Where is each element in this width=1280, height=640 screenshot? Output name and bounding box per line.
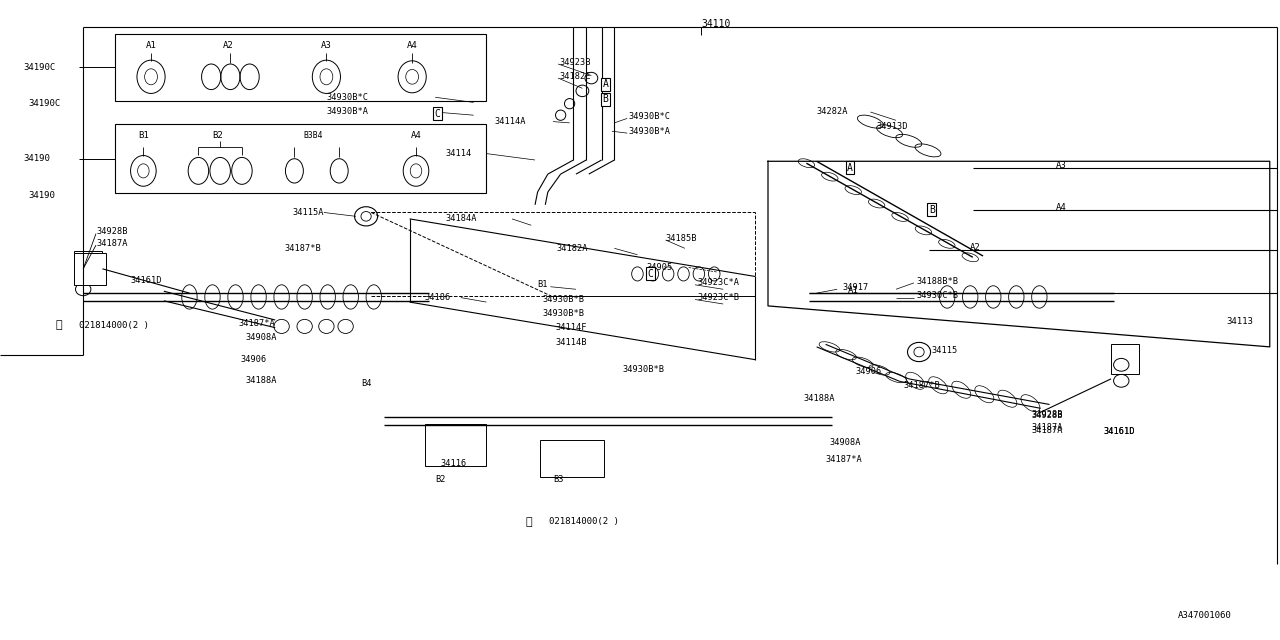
Text: 34930B*A: 34930B*A: [326, 108, 369, 116]
Text: 34114: 34114: [445, 149, 472, 158]
Text: 34930B*B: 34930B*B: [543, 295, 585, 304]
Text: 021814000(2 ): 021814000(2 ): [79, 321, 150, 330]
Text: 34187*B: 34187*B: [904, 381, 941, 390]
Text: 34188B*B: 34188B*B: [916, 277, 959, 286]
Text: 34930B*A: 34930B*A: [628, 127, 671, 136]
Text: 34923B: 34923B: [559, 58, 591, 67]
Bar: [115, 34, 486, 101]
Bar: [115, 124, 486, 193]
Bar: [425, 424, 486, 466]
Text: 34928B: 34928B: [1032, 410, 1064, 419]
Text: Ⓝ: Ⓝ: [525, 516, 532, 527]
Bar: [74, 253, 106, 285]
Text: 34182A: 34182A: [557, 244, 589, 253]
Text: 34930B*C: 34930B*C: [628, 112, 671, 121]
Text: 34114F: 34114F: [556, 323, 588, 332]
Text: B4: B4: [361, 380, 371, 388]
Text: 34110: 34110: [701, 19, 731, 29]
Text: 34190C: 34190C: [23, 63, 55, 72]
Text: A3: A3: [1056, 161, 1066, 170]
Text: 34185B: 34185B: [666, 234, 698, 243]
Bar: [74, 251, 102, 282]
Text: 34923C*A: 34923C*A: [698, 278, 740, 287]
Text: A3: A3: [321, 41, 332, 50]
Text: 34186: 34186: [425, 293, 452, 302]
Text: 34115A: 34115A: [292, 208, 324, 217]
Text: B3B4: B3B4: [303, 131, 324, 140]
Text: 34930B*B: 34930B*B: [622, 365, 664, 374]
Text: B: B: [929, 205, 934, 215]
Text: A347001060: A347001060: [1178, 611, 1231, 620]
Text: A2: A2: [970, 243, 980, 252]
Text: A2: A2: [223, 41, 233, 50]
Bar: [1111, 344, 1139, 374]
Text: Ⓝ: Ⓝ: [55, 320, 63, 330]
Text: A: A: [603, 79, 608, 90]
Text: 34906: 34906: [241, 355, 268, 364]
Text: 34908A: 34908A: [829, 438, 861, 447]
Text: 34161D: 34161D: [1103, 428, 1135, 436]
Text: A4: A4: [1056, 203, 1066, 212]
Text: 34161D: 34161D: [1103, 428, 1135, 436]
Text: 34905: 34905: [646, 263, 673, 272]
Text: 34190: 34190: [23, 154, 50, 163]
Text: 34282A: 34282A: [817, 108, 849, 116]
Bar: [540, 440, 604, 477]
Text: 34188A: 34188A: [246, 376, 278, 385]
Text: 34928B: 34928B: [1032, 412, 1064, 420]
Text: A: A: [847, 163, 852, 173]
Text: 34930B*B: 34930B*B: [543, 309, 585, 318]
Text: 34930B*C: 34930B*C: [326, 93, 369, 102]
Text: 34923C*B: 34923C*B: [698, 293, 740, 302]
Text: A1: A1: [146, 41, 156, 50]
Text: 021814000(2 ): 021814000(2 ): [549, 517, 620, 526]
Text: 34116: 34116: [440, 460, 467, 468]
Text: B1: B1: [538, 280, 548, 289]
Text: 34115: 34115: [932, 346, 959, 355]
Text: 34928B: 34928B: [96, 227, 128, 236]
Text: 34190C: 34190C: [28, 99, 60, 108]
Text: 34190: 34190: [28, 191, 55, 200]
Text: 34113: 34113: [1226, 317, 1253, 326]
Text: B: B: [603, 94, 608, 104]
Text: 34187*B: 34187*B: [284, 244, 321, 253]
Text: 34187*A: 34187*A: [826, 455, 863, 464]
Text: C: C: [435, 109, 440, 119]
Text: 34188A: 34188A: [804, 394, 836, 403]
Text: C: C: [648, 269, 653, 279]
Text: A4: A4: [411, 131, 421, 140]
Text: 34906: 34906: [855, 367, 882, 376]
Text: 34161D: 34161D: [131, 276, 163, 285]
Text: 34114A: 34114A: [494, 117, 526, 126]
Text: 34913D: 34913D: [877, 122, 909, 131]
Text: B2: B2: [212, 131, 223, 140]
Text: A1: A1: [847, 286, 858, 295]
Text: 34930C*B: 34930C*B: [916, 291, 959, 300]
Text: 34187A: 34187A: [1032, 423, 1064, 432]
Text: 34182E: 34182E: [559, 72, 591, 81]
Text: 34187A: 34187A: [1032, 426, 1064, 435]
Text: 34184A: 34184A: [445, 214, 477, 223]
Text: 34908A: 34908A: [246, 333, 278, 342]
Text: 34187*A: 34187*A: [238, 319, 275, 328]
Text: A4: A4: [407, 41, 417, 50]
Text: B1: B1: [138, 131, 148, 140]
Text: B2: B2: [435, 476, 445, 484]
Text: 34917: 34917: [842, 284, 869, 292]
Text: 34187A: 34187A: [96, 239, 128, 248]
Text: B3: B3: [553, 476, 563, 484]
Text: 34114B: 34114B: [556, 338, 588, 347]
